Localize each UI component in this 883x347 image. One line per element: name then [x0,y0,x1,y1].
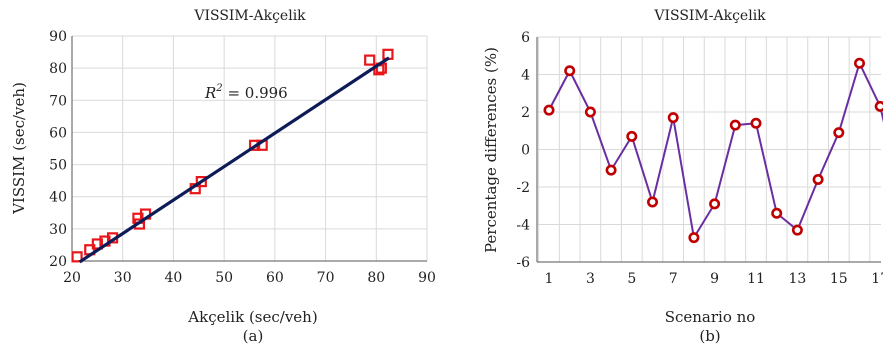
line-point [874,100,883,112]
scatter-x-tick-label: 80 [367,270,385,286]
r-squared-symbol: R [204,84,216,102]
line-point [750,117,762,129]
line-x-tick-label: 17 [871,271,883,287]
line-x-tick-label: 1 [545,271,554,287]
scatter-points [71,48,394,263]
scatter-x-tick-label: 50 [215,270,233,286]
scatter-point [195,176,207,188]
scatter-y-tick-label: 80 [49,61,67,77]
line-point [646,196,658,208]
line-x-tick-label: 5 [627,271,636,287]
line-axes [536,37,881,263]
line-y-tick-label: -6 [516,255,530,271]
line-point [709,198,721,210]
scatter-y-tick-label: 30 [49,222,67,238]
r-squared-annotation: R2 = 0.996 [204,83,288,102]
line-title: VISSIM-Akçelik [653,8,766,24]
scatter-panel-label: (a) [243,327,264,345]
scatter-y-axis-label: VISSIM (sec/veh) [10,82,28,215]
scatter-x-tick-label: 40 [165,270,183,286]
scatter-x-tick-label: 20 [63,270,81,286]
scatter-point [71,251,83,263]
line-x-tick-label: 15 [830,271,848,287]
scatter-x-tick-label: 70 [317,270,335,286]
line-x-tick-label: 9 [710,271,719,287]
line-point [564,65,576,77]
scatter-x-ticks: 20 30 40 50 60 70 80 90 [63,270,436,286]
percentage-difference-line [548,60,883,241]
scatter-y-tick-label: 90 [49,29,67,45]
line-point [833,127,845,139]
scatter-axes [71,36,427,262]
line-point [729,119,741,131]
line-point [605,164,617,176]
scatter-point [364,54,376,66]
line-point [667,112,679,124]
line-point [688,232,700,244]
line-point [584,106,596,118]
scatter-y-ticks: 20 30 40 50 60 70 80 90 [49,29,67,270]
line-x-tick-label: 3 [586,271,595,287]
scatter-panel: VISSIM-Akçelik 20 30 40 50 60 70 80 90 20 30 40 50… [10,8,436,345]
line-y-tick-label: -2 [516,180,530,196]
scatter-x-tick-label: 30 [114,270,132,286]
scatter-y-tick-label: 60 [49,125,67,141]
scatter-y-tick-label: 40 [49,190,67,206]
line-panel-label: (b) [699,327,720,345]
line-y-tick-label: 2 [521,105,530,121]
line-y-tick-label: -4 [516,218,530,234]
line-point [626,130,638,142]
scatter-grid [71,35,428,262]
scatter-y-tick-label: 20 [49,254,67,270]
line-y-tick-label: 4 [521,68,530,84]
r-squared-superscript: 2 [215,83,222,94]
fit-line [78,56,390,264]
line-y-ticks: -6 -4 -2 0 2 4 6 [516,30,530,271]
scatter-y-tick-label: 50 [49,158,67,174]
scatter-title: VISSIM-Akçelik [193,8,306,24]
line-x-tick-label: 11 [747,271,765,287]
line-point [543,104,555,116]
line-points [543,57,883,244]
line-x-tick-label: 7 [669,271,678,287]
scatter-x-tick-label: 60 [266,270,284,286]
line-y-tick-label: 0 [521,143,530,159]
scatter-y-tick-label: 70 [49,93,67,109]
line-x-ticks: 135791113151719 [545,271,883,287]
line-x-tick-label: 13 [788,271,806,287]
line-y-tick-label: 6 [521,30,530,46]
line-y-axis-label: Percentage differences (%) [482,47,500,253]
line-point [853,57,865,69]
r-squared-value: = 0.996 [223,84,288,102]
scatter-x-tick-label: 90 [418,270,436,286]
line-point [791,224,803,236]
line-x-axis-label: Scenario no [665,308,756,326]
line-point [771,207,783,219]
scatter-x-axis-label: Akçelik (sec/veh) [187,308,317,326]
line-point [812,174,824,186]
line-grid [537,36,881,263]
